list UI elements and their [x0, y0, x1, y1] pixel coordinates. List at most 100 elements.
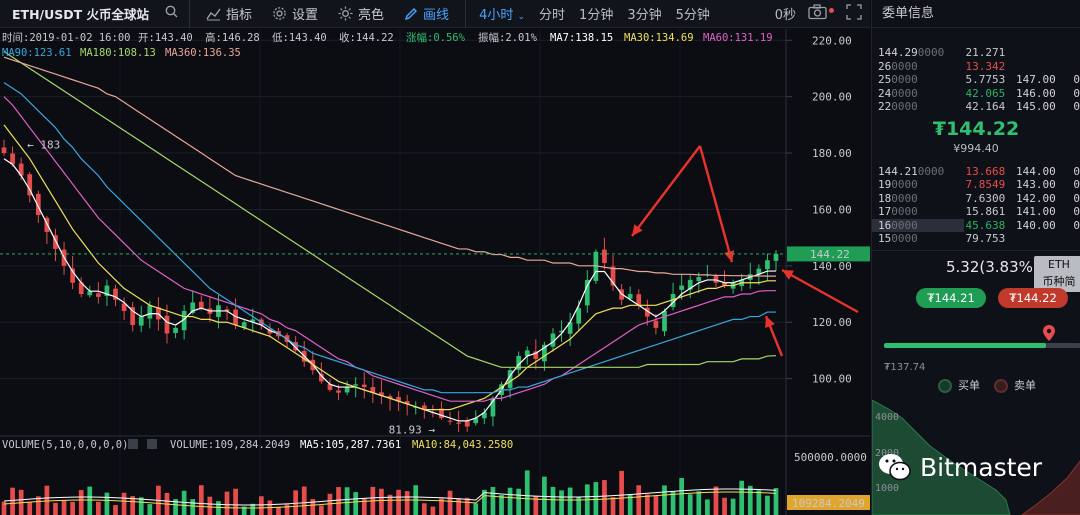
- volume-indicator-label: VOLUME(5,10,0,0,0,0): [2, 439, 128, 451]
- volume-bar: [241, 506, 247, 515]
- y-tick-label: 120.00: [812, 316, 852, 329]
- pen-icon: [404, 7, 418, 20]
- volume-bar: [276, 506, 281, 515]
- map-pin-icon: [1043, 325, 1055, 345]
- candle-body: [481, 412, 487, 419]
- last-price-cny: ¥994.40: [953, 141, 999, 155]
- order-price: 150000: [878, 232, 918, 245]
- candle-body: [138, 316, 144, 326]
- candle-body: [147, 305, 153, 319]
- order-price: 170000: [878, 205, 918, 218]
- ask-row[interactable]: 260000 13.342: [872, 60, 1080, 74]
- volume-bar: [147, 504, 153, 515]
- volume-bar: [121, 492, 127, 515]
- y-axis-labels: 100.00 120.00 140.00 160.00 180.00 200.00 220.…: [812, 34, 852, 385]
- volume-ma10-line: [3, 491, 777, 509]
- depth-tick-2: 2000: [875, 448, 899, 459]
- order-depth: 0: [1073, 178, 1080, 191]
- bid-row[interactable]: 150000 79.753: [872, 232, 1080, 246]
- settings-button[interactable]: 设置: [262, 4, 328, 23]
- interval-4h-dropdown[interactable]: 4小时 ⌄: [479, 8, 526, 23]
- candle-body: [336, 390, 341, 393]
- volume-bar: [293, 490, 299, 515]
- countdown-text: 0秒: [774, 8, 796, 23]
- bid-row[interactable]: 160000 45.638 140.00 0: [872, 218, 1080, 232]
- depth-tick-3: 1000: [875, 483, 899, 494]
- ask-row[interactable]: 240000 42.065 146.00 0: [872, 87, 1080, 101]
- volume-settings-icon[interactable]: [128, 439, 138, 449]
- candle-body: [241, 322, 247, 328]
- indicator-button[interactable]: 指标: [196, 4, 262, 23]
- volume-bar: [70, 501, 75, 515]
- candle-body: [507, 370, 513, 389]
- interval-5m[interactable]: 5分钟: [675, 8, 710, 23]
- red-arrow-head-2: [724, 250, 735, 262]
- price-change: 5.32(3.83%: [946, 258, 1033, 276]
- bid-row[interactable]: 180000 7.6300 142.00 0: [872, 192, 1080, 206]
- volume-bar: [284, 504, 290, 515]
- candle-body: [293, 342, 299, 351]
- volume-bar: [456, 498, 461, 515]
- candle-body: [439, 408, 444, 419]
- candle-body: [104, 285, 110, 296]
- volume-bar: [404, 491, 410, 515]
- indicator-label: 指标: [226, 8, 253, 23]
- coin-info-tooltip[interactable]: ETH 币种简: [1034, 256, 1080, 292]
- volume-bar: [138, 497, 144, 515]
- ask-row[interactable]: 250000 5.7753 147.00 0: [872, 73, 1080, 87]
- candle-body: [559, 330, 564, 333]
- volume-bar: [319, 505, 324, 515]
- volume-bar: [507, 487, 513, 515]
- volume-close-icon[interactable]: [147, 439, 157, 449]
- volume-bar: [610, 497, 616, 515]
- order-price: 144.290000: [878, 46, 945, 59]
- ask-row[interactable]: 144.290000 21.271: [872, 46, 1080, 60]
- volume-bar: [439, 498, 444, 515]
- price-chart[interactable]: 100.00 120.00 140.00 160.00 180.00 200.00 220.…: [0, 29, 870, 515]
- volume-bar: [216, 501, 221, 515]
- volume-bar: [739, 480, 745, 515]
- bid-row[interactable]: 190000 7.8549 143.00 0: [872, 178, 1080, 192]
- candle-body: [516, 356, 522, 370]
- watermark-text: Bitmaster: [920, 452, 1043, 482]
- ask-row[interactable]: 220000 42.164 145.00 0: [872, 100, 1080, 114]
- draw-line-button[interactable]: 画线: [394, 4, 459, 23]
- volume-bar: [173, 499, 178, 515]
- trading-pair-title[interactable]: ETH/USDT 火币全球站: [12, 7, 149, 22]
- candle-body: [164, 315, 170, 334]
- bid-row[interactable]: 170000 15.861 141.00 0: [872, 205, 1080, 219]
- info-time: 时间:2019-01-02 16:00: [2, 31, 130, 44]
- sell-button[interactable]: ₮144.22: [998, 288, 1068, 308]
- volume-bar: [258, 496, 264, 515]
- fullscreen-icon[interactable]: [846, 3, 862, 24]
- info-open: 开:143.40: [138, 32, 193, 44]
- volume-bar: [636, 485, 642, 515]
- notification-dot: [829, 7, 834, 13]
- bid-row[interactable]: 144.210000 13.668 144.00 0: [872, 165, 1080, 179]
- candle-body: [636, 294, 642, 306]
- interval-1m[interactable]: 1分钟: [579, 8, 614, 23]
- camera-icon[interactable]: [808, 3, 834, 24]
- volume-bar: [481, 489, 487, 515]
- buy-button[interactable]: ₮144.21: [916, 288, 986, 308]
- volume-bar: [653, 495, 659, 515]
- light-theme-label: 亮色: [358, 8, 385, 23]
- search-icon[interactable]: [159, 5, 183, 22]
- volume-bar: [662, 485, 667, 515]
- volume-bar: [705, 499, 710, 515]
- candle-body: [542, 344, 547, 362]
- order-level-price: 143.00: [1015, 178, 1056, 191]
- candle-body: [662, 310, 667, 332]
- candle-body: [44, 217, 50, 232]
- volume-bar: [756, 490, 762, 515]
- volume-bar: [713, 486, 719, 515]
- interval-3m[interactable]: 3分钟: [627, 8, 662, 23]
- candle-body: [190, 302, 196, 313]
- candle-body: [121, 303, 127, 311]
- candle-body: [379, 392, 384, 396]
- candle-body: [87, 291, 93, 296]
- interval-timeline[interactable]: 分时: [539, 8, 566, 23]
- volume-bar: [430, 506, 436, 515]
- red-arrow-1: [631, 145, 701, 237]
- light-theme-button[interactable]: 亮色: [328, 4, 394, 23]
